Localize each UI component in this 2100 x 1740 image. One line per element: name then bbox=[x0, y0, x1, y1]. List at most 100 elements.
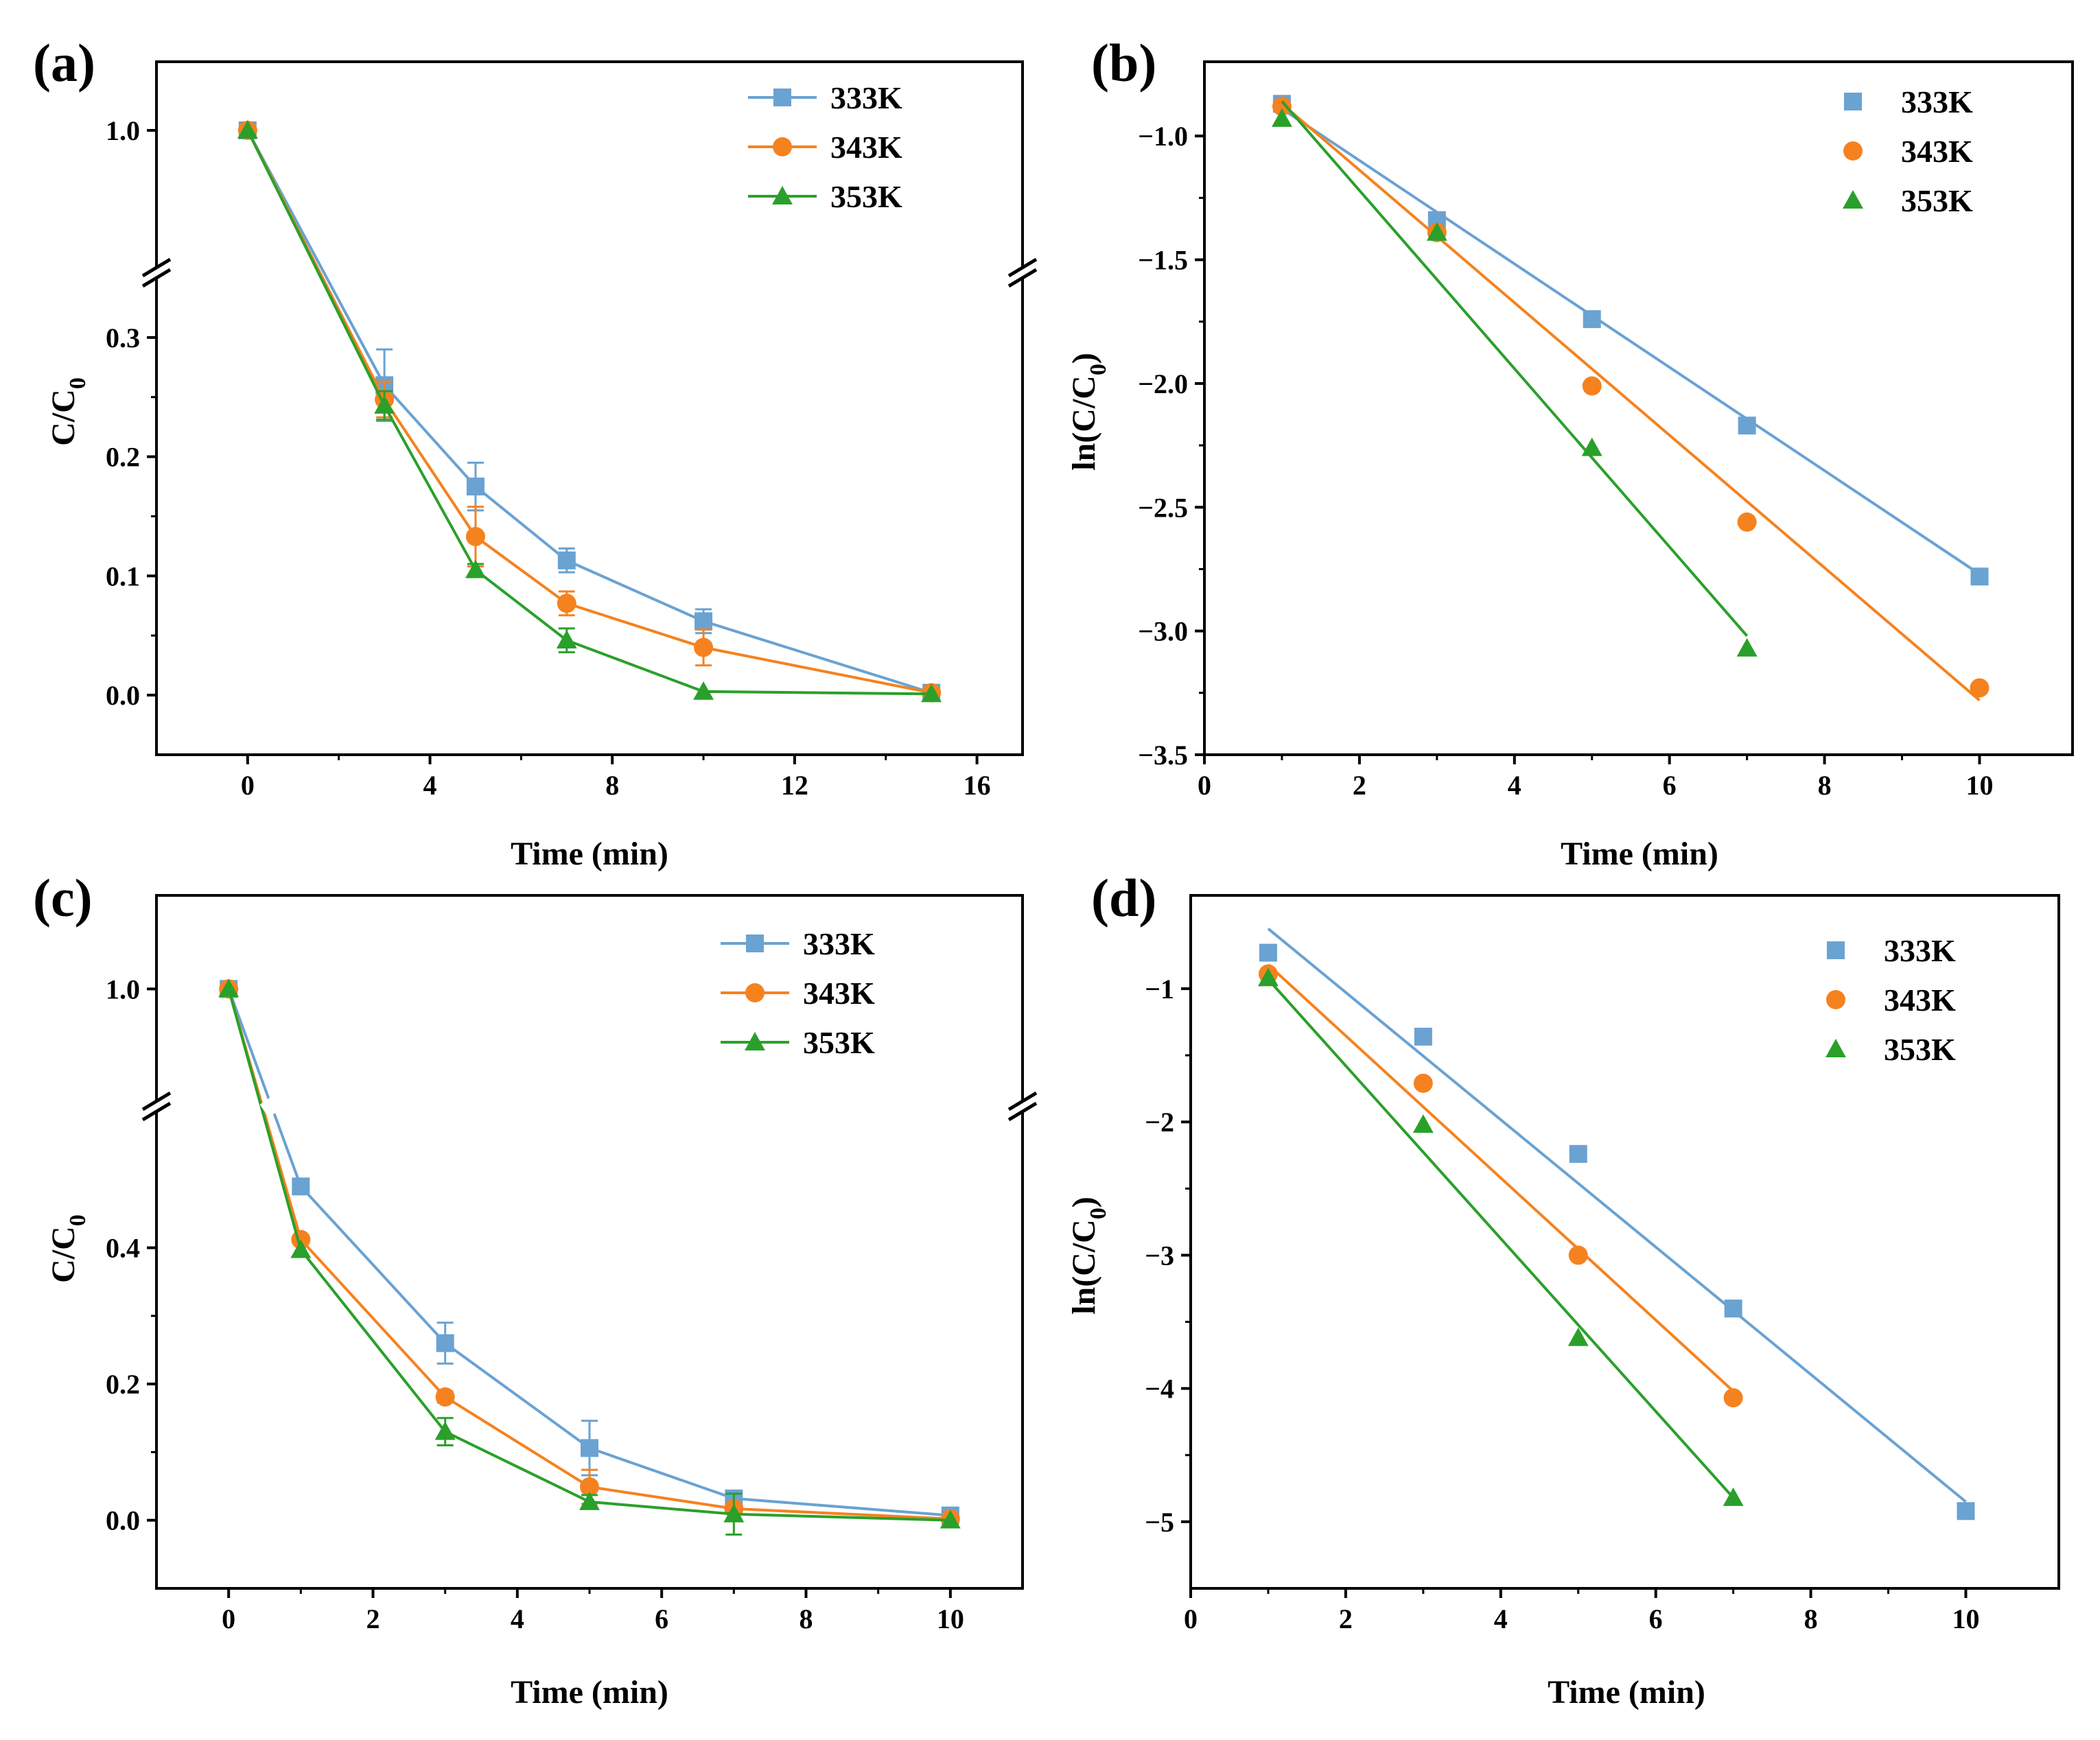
panel-c-series-333K-point bbox=[436, 1334, 454, 1352]
panel-d-y-tick-label: −5 bbox=[1145, 1507, 1174, 1538]
panel-a-x-tick-label: 8 bbox=[605, 770, 619, 801]
panel-a-series-343K-point bbox=[465, 527, 485, 547]
panel-b-series-333K-point bbox=[1738, 416, 1756, 435]
panel-a-series-353K-line bbox=[246, 130, 932, 696]
panel-c-axis-break-mark bbox=[141, 1101, 172, 1122]
panel-b-x-tick-label: 2 bbox=[1353, 770, 1366, 801]
panel-a-series-343K-point bbox=[557, 593, 576, 613]
panel-d-series-353K-point bbox=[1723, 1487, 1744, 1506]
panel-b-legend-343K-marker bbox=[1843, 141, 1863, 161]
panel-d-x-tick-label: 0 bbox=[1184, 1603, 1198, 1634]
panel-a-series-343K-line bbox=[246, 130, 932, 694]
panel-c-axis-break-mark bbox=[141, 1091, 172, 1112]
panel-d-series-333K-point bbox=[1724, 1300, 1742, 1318]
panel-a-axis-break-mark bbox=[1007, 268, 1038, 288]
panel-a-series-333K-point bbox=[695, 612, 713, 631]
panel-b-x-axis-title: Time (min) bbox=[1561, 836, 1718, 872]
panel-a-y-axis-title: C/C0 bbox=[45, 377, 91, 446]
panel-d-series-333K-point bbox=[1414, 1027, 1432, 1046]
panel-c: (c) Time (min) C/C0 0 2 4 6 8 10 0.0 0.2 0.4 1.0 3… bbox=[33, 868, 1038, 1710]
panel-b-y-axis-title: ln(C/C0) bbox=[1066, 353, 1111, 471]
panel-d-series-333K-fit-line bbox=[1267, 928, 1967, 1503]
panel-b-y-tick-label: −1.0 bbox=[1138, 121, 1188, 152]
panel-b-series-333K-fit-line bbox=[1281, 107, 1981, 576]
panel-c-legend-353K-marker bbox=[745, 1032, 765, 1050]
panel-a-legend-353K-marker bbox=[772, 186, 793, 204]
panel-c-series-343K-point bbox=[435, 1387, 455, 1407]
panel-d-series-353K-point bbox=[1567, 1327, 1589, 1346]
panel-d-plot: 0 2 4 6 8 10 −1 −2 −3 −4 −5 333K 343K 353K bbox=[1145, 894, 2060, 1634]
panel-c-x-tick-label: 4 bbox=[511, 1603, 524, 1634]
panel-b-series-343K-point bbox=[1582, 376, 1602, 396]
panel-c-axis-break-mark bbox=[1007, 1101, 1038, 1122]
panel-c-series-353K-point bbox=[434, 1421, 456, 1440]
panel-b-legend-343K-label: 343K bbox=[1901, 134, 1973, 169]
panel-b-legend-333K-label: 333K bbox=[1901, 84, 1973, 119]
panel-a-y-tick-label: 0.1 bbox=[106, 561, 140, 591]
panel-a-legend-343K-marker bbox=[773, 137, 792, 156]
panel-c-line-break-gap bbox=[259, 1095, 283, 1118]
panel-b-x-tick-label: 10 bbox=[1965, 770, 1993, 801]
panel-b-series-343K-point bbox=[1272, 96, 1292, 116]
panel-d-y-axis-title: ln(C/C0) bbox=[1066, 1197, 1111, 1315]
panel-a-y-tick-label: 0.3 bbox=[106, 322, 140, 353]
panel-c-label: (c) bbox=[33, 868, 93, 928]
panel-a-axis-break-mark bbox=[141, 268, 172, 288]
panel-c-x-tick-label: 10 bbox=[937, 1603, 964, 1634]
panel-a-legend-333K-label: 333K bbox=[830, 80, 902, 115]
panel-a-y-tick-label: 1.0 bbox=[106, 115, 140, 146]
panel-c-y-tick-label: 0.0 bbox=[106, 1505, 140, 1536]
panel-c-x-tick-label: 8 bbox=[800, 1603, 813, 1634]
panel-b: (b) Time (min) ln(C/C0) 0 2 4 6 8 10 −1.0 −1.5 −… bbox=[1066, 33, 2074, 872]
panel-c-series-333K-line bbox=[227, 988, 950, 1517]
panel-b-x-tick-label: 8 bbox=[1818, 770, 1832, 801]
panel-c-series-353K-point bbox=[218, 978, 240, 998]
panel-d-series-343K-fit-line bbox=[1267, 963, 1734, 1393]
panel-a-y-tick-label: 0.2 bbox=[106, 442, 140, 473]
panel-a-plot: 0 4 8 12 16 0.0 0.1 0.2 0.3 1.0 333K 343K 353K bbox=[106, 60, 1038, 801]
panel-a-x-tick-label: 16 bbox=[964, 770, 991, 801]
panel-a-frame bbox=[155, 60, 1024, 756]
panel-b-x-tick-label: 6 bbox=[1663, 770, 1677, 801]
panel-d-legend-333K-marker bbox=[1827, 941, 1845, 959]
panel-d-series-353K-point bbox=[1257, 967, 1279, 987]
panel-c-plot: 0 2 4 6 8 10 0.0 0.2 0.4 1.0 333K 343K 353K bbox=[106, 894, 1038, 1634]
panel-a-series-353K-point bbox=[465, 559, 486, 578]
panel-d-legend-353K-marker bbox=[1825, 1039, 1846, 1057]
panel-d-legend-343K-marker bbox=[1826, 990, 1845, 1009]
panel-d-x-tick-label: 6 bbox=[1649, 1603, 1663, 1634]
panel-c-legend-353K-label: 353K bbox=[803, 1025, 875, 1060]
panel-a-axis-break-mark bbox=[141, 257, 172, 278]
panel-b-series-353K-point bbox=[1426, 222, 1447, 241]
panel-b-y-tick-label: −3.5 bbox=[1138, 740, 1188, 771]
panel-a-series-353K-point bbox=[374, 395, 395, 414]
panel-c-x-axis-title: Time (min) bbox=[511, 1674, 668, 1710]
panel-a-series-343K-point bbox=[694, 637, 714, 657]
panel-d-y-tick-label: −4 bbox=[1145, 1374, 1174, 1404]
panel-d-series-333K-point bbox=[1569, 1144, 1587, 1163]
panel-c-series-353K-point bbox=[290, 1239, 312, 1258]
panel-a-series-333K-line bbox=[246, 130, 932, 694]
panel-d-series-353K-point bbox=[1412, 1114, 1434, 1133]
panel-c-x-tick-label: 0 bbox=[222, 1603, 235, 1634]
panel-b-series-353K-fit-line bbox=[1281, 100, 1749, 637]
panel-b-x-tick-label: 4 bbox=[1508, 770, 1521, 801]
panel-d-legend-353K-label: 353K bbox=[1884, 1032, 1956, 1067]
panel-c-x-tick-label: 6 bbox=[655, 1603, 668, 1634]
panel-d-series-333K-point bbox=[1957, 1502, 1975, 1520]
panel-d-y-tick-label: −1 bbox=[1145, 974, 1174, 1004]
panel-d-x-tick-label: 2 bbox=[1339, 1603, 1353, 1634]
panel-a-series-333K-point bbox=[466, 478, 485, 496]
panel-a-y-tick-label: 0.0 bbox=[106, 680, 140, 711]
panel-d-legend-343K-label: 343K bbox=[1884, 983, 1956, 1018]
panel-a-series-353K-point bbox=[556, 630, 577, 649]
panel-c-legend-343K-marker bbox=[745, 983, 765, 1002]
panel-c-series-343K-line bbox=[227, 988, 950, 1520]
panel-d: (d) Time (min) ln(C/C0) 0 2 4 6 8 10 −1 −2 −3 −4 −… bbox=[1066, 868, 2060, 1710]
panel-d-x-axis-title: Time (min) bbox=[1548, 1674, 1705, 1710]
panel-b-series-353K-point bbox=[1736, 637, 1758, 657]
panel-d-frame bbox=[1189, 894, 2060, 1590]
panel-a-legend-343K-label: 343K bbox=[830, 130, 902, 165]
panel-d-label: (d) bbox=[1091, 868, 1156, 928]
panel-c-axis-break-mark bbox=[1007, 1091, 1038, 1112]
